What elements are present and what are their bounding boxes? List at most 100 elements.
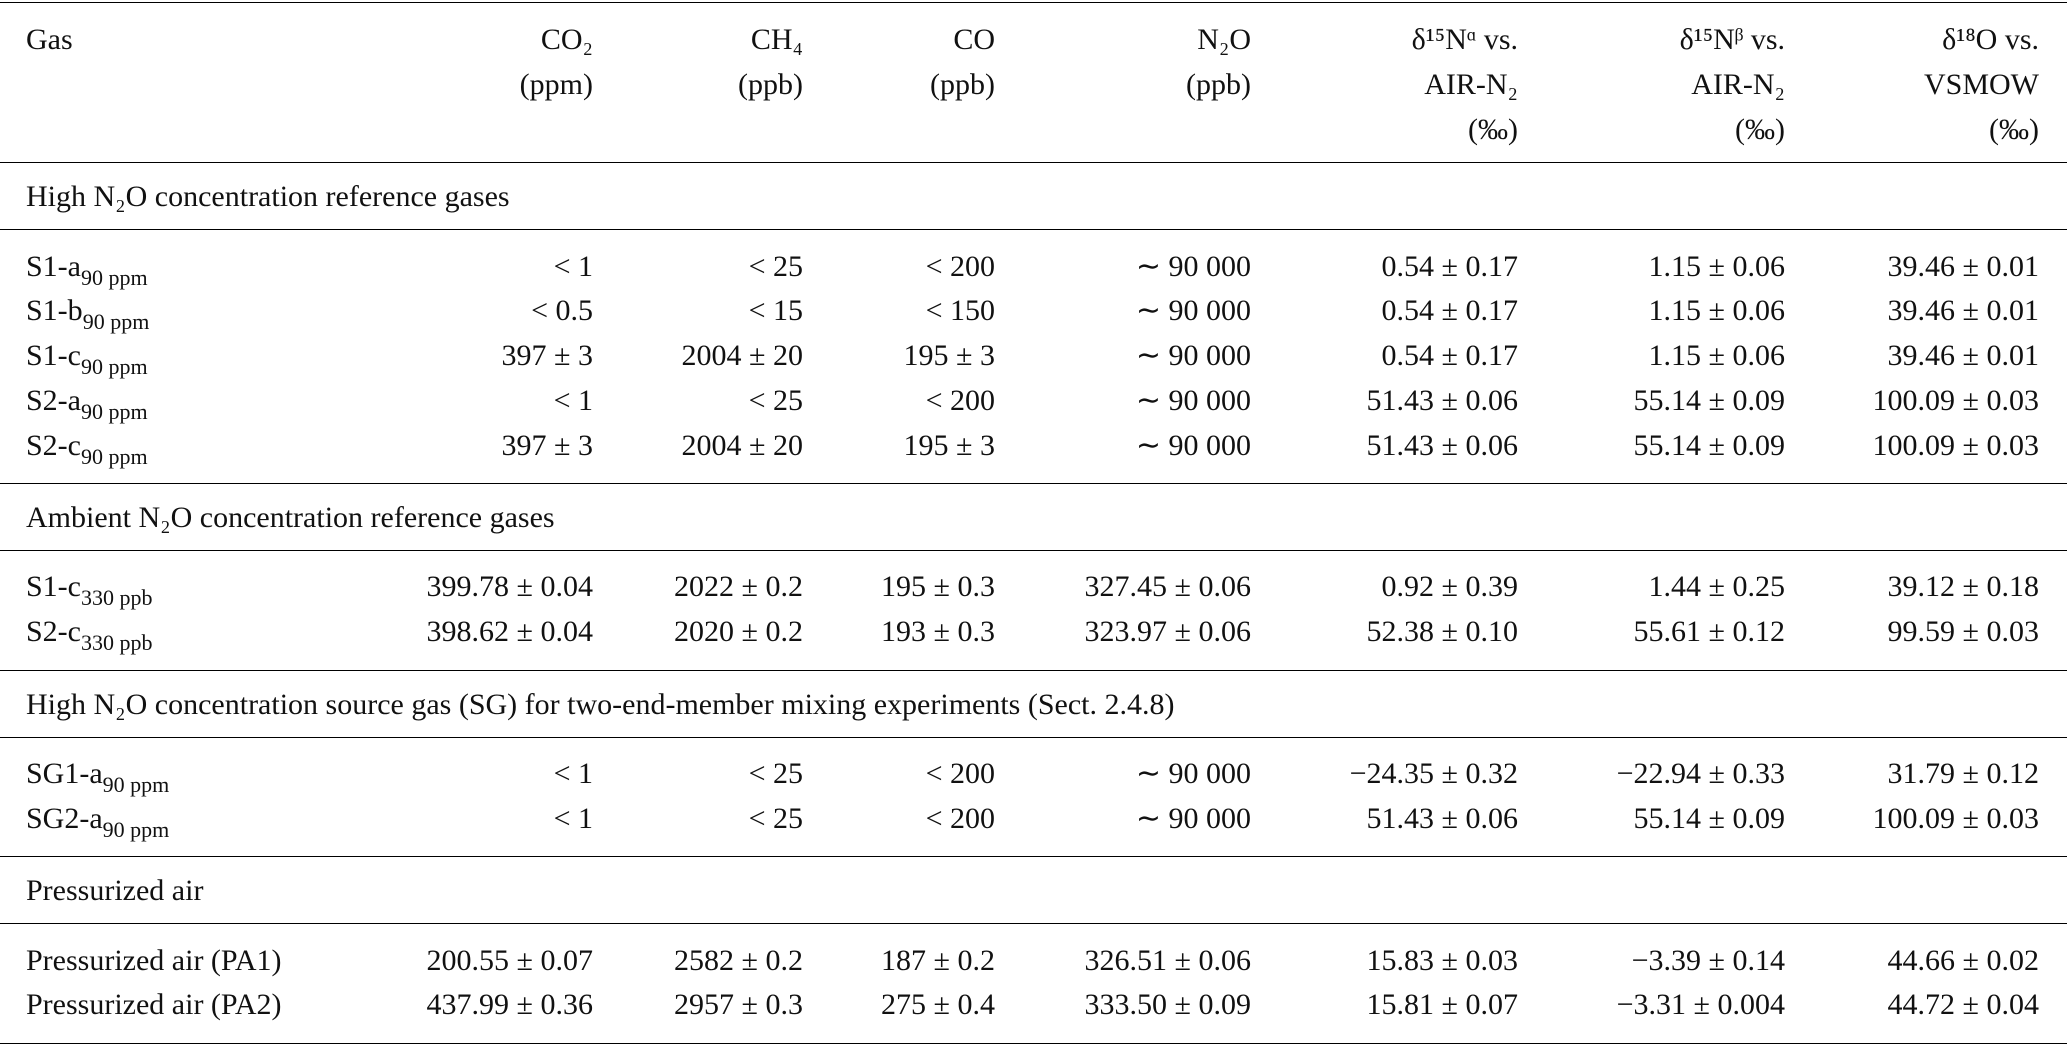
row-name: S1-c [26,339,81,373]
value-cell: ∼ 90 000 [1135,383,1251,417]
value-cell: 99.59 ± 0.03 [1887,615,2039,649]
value-cell: < 200 [925,383,995,417]
row-subscript: 330 ppb [81,585,153,611]
value-cell: < 15 [748,294,803,328]
value-cell: 193 ± 0.3 [881,615,995,649]
header-cell: CO (ppb) [831,17,1023,152]
row-label: S2-a90 ppm [0,379,370,426]
value-cell: 326.51 ± 0.06 [1084,943,1251,977]
row-name: S2-a [26,383,81,417]
data-row: SG1-a90 ppm < 1 < 25 < 200 ∼ 90 000 −24.35 ± … [0,752,2067,797]
value-cell: −22.94 ± 0.33 [1616,757,1785,791]
value-cell: ∼ 90 000 [1135,757,1251,791]
row-name: S1-a [26,249,81,283]
value-cell: < 200 [925,801,995,835]
value-cell: 2957 ± 0.3 [674,988,803,1022]
header: Gas CO₂ (ppm) CH₄ (ppb) CO (ppb) N₂O (ppb) δ¹⁵Nᵅ … [0,3,2067,163]
row-subscript: 90 ppm [81,354,148,380]
row-label: S1-c330 ppb [0,565,370,612]
value-cell: 398.62 ± 0.04 [426,615,593,649]
row-label: S1-b90 ppm [0,289,370,336]
value-cell: < 1 [553,757,593,791]
value-cell: 31.79 ± 0.12 [1887,757,2039,791]
value-cell: 55.14 ± 0.09 [1633,801,1785,835]
row-subscript: 90 ppm [81,398,148,424]
header-line: (‰) [1735,113,1785,146]
data-row: SG2-a90 ppm < 1 < 25 < 200 ∼ 90 000 51.43 ± 0… [0,797,2067,842]
value-cell: < 1 [553,801,593,835]
value-cell: −24.35 ± 0.32 [1349,757,1518,791]
value-cell: 195 ± 3 [903,428,995,462]
data-row: S1-c90 ppm 397 ± 3 2004 ± 20 195 ± 3 ∼ 90 00… [0,334,2067,379]
data-row: S1-a90 ppm < 1 < 25 < 200 ∼ 90 000 0.54 ± 0.1… [0,245,2067,290]
value-cell: < 0.5 [531,294,593,328]
value-cell: 55.14 ± 0.09 [1633,383,1785,417]
value-cell: < 25 [748,757,803,791]
header-line: δ¹⁸O vs. [1942,23,2039,56]
value-cell: ∼ 90 000 [1135,249,1251,283]
value-cell: 39.46 ± 0.01 [1887,339,2039,373]
data-row: Pressurized air (PA2) 437.99 ± 0.36 2957 ±… [0,983,2067,1028]
header-cell: CH₄ (ppb) [621,17,831,152]
value-cell: 39.46 ± 0.01 [1887,249,2039,283]
header-line: δ¹⁵Nᵝ vs. [1679,23,1785,56]
value-cell: < 150 [925,294,995,328]
row-subscript: 90 ppm [81,264,148,290]
value-cell: 100.09 ± 0.03 [1872,801,2039,835]
value-cell: 0.54 ± 0.17 [1381,339,1518,373]
section-title: High N₂O concentration source gas (SG) f… [0,671,2067,738]
data-row: Pressurized air (PA1) 200.55 ± 0.07 2582 ±… [0,939,2067,984]
header-line: Gas [26,23,73,56]
header-line: VSMOW [1923,68,2039,101]
header-line: (‰) [1989,113,2039,146]
value-cell: −3.39 ± 0.14 [1631,943,1785,977]
header-line: AIR-N₂ [1691,68,1785,101]
row-name: Pressurized air (PA2) [26,988,282,1022]
row-subscript: 330 ppb [81,630,153,656]
value-cell: 100.09 ± 0.03 [1872,428,2039,462]
value-cell: 437.99 ± 0.36 [426,988,593,1022]
value-cell: < 25 [748,383,803,417]
value-cell: 2582 ± 0.2 [674,943,803,977]
header-line: (ppb) [930,68,995,101]
value-cell: 55.14 ± 0.09 [1633,428,1785,462]
value-cell: 0.54 ± 0.17 [1381,294,1518,328]
header-line: CO [953,23,995,56]
value-cell: ∼ 90 000 [1135,294,1251,328]
row-label: S1-c90 ppm [0,334,370,381]
value-cell: ∼ 90 000 [1135,801,1251,835]
header-cell: δ¹⁵Nᵝ vs. AIR-N₂ (‰) [1546,17,1813,152]
value-cell: 39.46 ± 0.01 [1887,294,2039,328]
value-cell: 1.44 ± 0.25 [1648,570,1785,604]
value-cell: 52.38 ± 0.10 [1366,615,1518,649]
value-cell: 187 ± 0.2 [881,943,995,977]
row-name: SG2-a [26,801,103,835]
header-cell: N₂O (ppb) [1023,17,1279,152]
header-line: (‰) [1468,113,1518,146]
value-cell: 100.09 ± 0.03 [1872,383,2039,417]
section-title: Pressurized air [0,857,2067,925]
value-cell: 2020 ± 0.2 [674,615,803,649]
value-cell: 15.83 ± 0.03 [1366,943,1518,977]
header-cell: CO₂ (ppm) [370,17,621,152]
header-row: Gas CO₂ (ppm) CH₄ (ppb) CO (ppb) N₂O (ppb) δ¹⁵Nᵅ … [0,17,2067,152]
value-cell: 51.43 ± 0.06 [1366,428,1518,462]
value-cell: 2022 ± 0.2 [674,570,803,604]
value-cell: 1.15 ± 0.06 [1648,294,1785,328]
value-cell: ∼ 90 000 [1135,339,1251,373]
value-cell: < 25 [748,801,803,835]
section-title: High N₂O concentration reference gases [0,163,2067,230]
value-cell: 200.55 ± 0.07 [426,943,593,977]
data-row: S2-c90 ppm 397 ± 3 2004 ± 20 195 ± 3 ∼ 90 00… [0,424,2067,469]
value-cell: 195 ± 0.3 [881,570,995,604]
row-name: S2-c [26,428,81,462]
value-cell: 397 ± 3 [501,428,593,462]
row-subscript: 90 ppm [102,816,170,842]
row-name: S2-c [26,615,81,649]
header-line: N₂O [1197,23,1251,56]
value-cell: 399.78 ± 0.04 [426,570,593,604]
value-cell: 195 ± 3 [903,339,995,373]
header-cell: δ¹⁵Nᵅ vs. AIR-N₂ (‰) [1279,17,1546,152]
section-rows: Pressurized air (PA1) 200.55 ± 0.07 2582 ±… [0,924,2067,1044]
value-cell: 397 ± 3 [501,339,593,373]
